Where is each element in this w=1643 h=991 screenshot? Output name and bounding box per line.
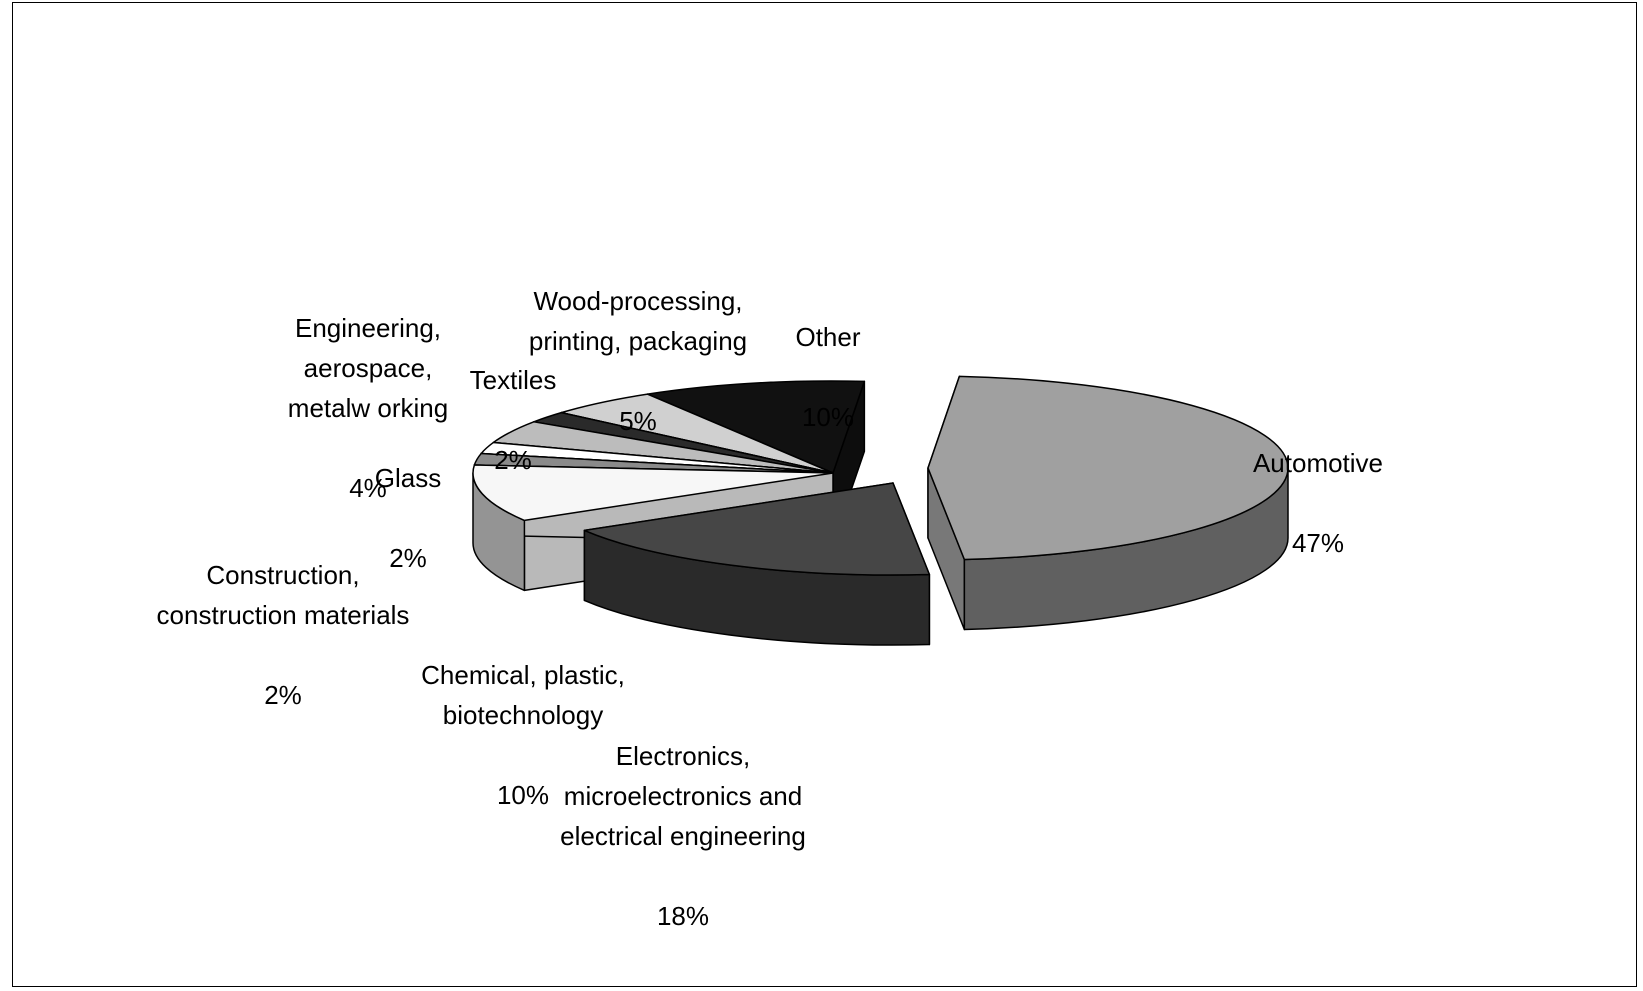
- slice-label-electronics-value: 18%: [656, 901, 710, 931]
- slice-electronics: [583, 482, 931, 646]
- slice-label-automotive-value: 47%: [1291, 528, 1345, 558]
- slice-automotive: [927, 375, 1289, 631]
- slice-label-chemical: Chemical, plastic, biotechnology 10%: [383, 615, 663, 815]
- slice-label-electronics: Electronics, microelectronics and electr…: [518, 696, 848, 936]
- slice-label-chemical-value: 10%: [496, 780, 550, 810]
- slice-label-electronics-name: Electronics, microelectronics and electr…: [560, 741, 806, 851]
- slice-label-glass-value: 2%: [389, 543, 427, 573]
- slice-label-construction-value: 2%: [264, 680, 302, 710]
- slice-label-construction: Construction, construction materials 2%: [133, 515, 433, 715]
- chart-frame: Automotive 47% Electronics, microelectro…: [12, 2, 1637, 987]
- slice-other-top: [646, 380, 866, 474]
- slice-label-automotive-name: Automotive: [1252, 448, 1384, 478]
- slice-label-wood: Wood-processing, printing, packaging 5%: [508, 241, 768, 441]
- slice-label-automotive: Automotive 47%: [1203, 403, 1433, 563]
- slice-label-glass: Glass 2%: [353, 418, 463, 578]
- slice-label-construction-name: Construction, construction materials: [156, 560, 410, 630]
- slice-label-chemical-name: Chemical, plastic, biotechnology: [421, 660, 625, 730]
- slice-label-other-value: 10%: [801, 402, 855, 432]
- slice-label-wood-name: Wood-processing, printing, packaging: [528, 286, 748, 356]
- slice-chemical-top: [472, 464, 834, 522]
- slice-label-engineering: Engineering, aerospace, metalw orking 4%: [268, 268, 468, 508]
- slice-label-other: Other 10%: [768, 277, 888, 437]
- slice-label-other-name: Other: [795, 322, 861, 352]
- slice-electronics-top: [583, 482, 931, 576]
- slice-label-glass-name: Glass: [374, 463, 442, 493]
- pie-chart: [472, 375, 1289, 646]
- slice-label-engineering-name: Engineering, aerospace, metalw orking: [287, 313, 449, 423]
- slice-label-textiles-value: 2%: [494, 445, 532, 475]
- slice-label-engineering-value: 4%: [349, 473, 387, 503]
- slice-automotive-top: [927, 375, 1289, 561]
- slice-label-textiles-name: Textiles: [469, 365, 557, 395]
- slice-label-textiles: Textiles 2%: [453, 320, 573, 480]
- slice-label-wood-value: 5%: [619, 406, 657, 436]
